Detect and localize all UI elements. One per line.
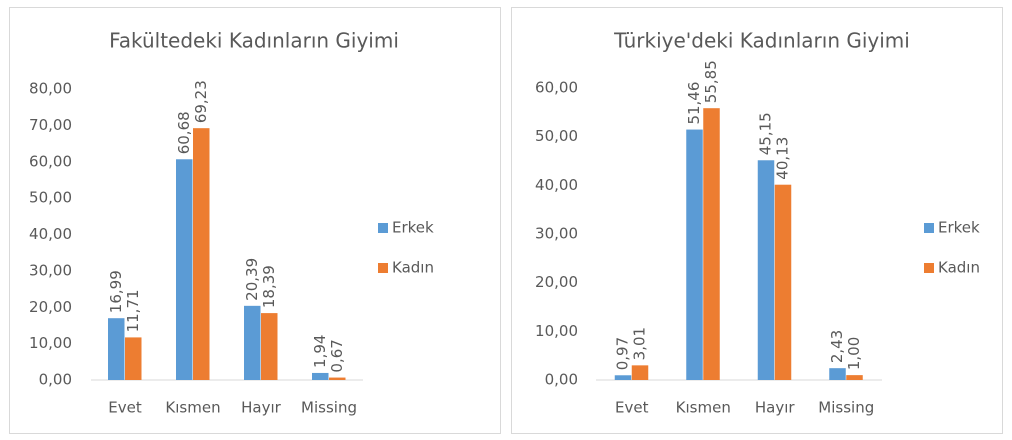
bar: [703, 108, 720, 381]
y-tick-label: 40,00: [535, 176, 578, 194]
legend-label: Kadın: [392, 259, 434, 277]
y-tick-label: 10,00: [535, 322, 578, 340]
legend-swatch: [924, 223, 934, 233]
y-tick-label: 80,00: [29, 80, 72, 98]
data-label: 2,43: [828, 330, 846, 363]
x-tick-label: Kısmen: [165, 399, 220, 417]
y-tick-label: 30,00: [29, 261, 72, 279]
bar: [329, 377, 346, 380]
x-tick-label: Hayır: [755, 399, 796, 417]
bar: [193, 128, 210, 380]
legend-swatch: [924, 263, 934, 273]
data-label: 11,71: [124, 289, 142, 332]
data-label: 60,68: [175, 111, 193, 154]
y-tick-label: 10,00: [29, 334, 72, 352]
x-tick-label: Evet: [615, 399, 649, 417]
data-label: 51,46: [685, 82, 703, 125]
data-label: 55,85: [702, 60, 720, 103]
y-tick-label: 20,00: [29, 298, 72, 316]
bar: [686, 129, 703, 380]
bar: [846, 375, 863, 380]
data-label: 40,13: [774, 137, 792, 180]
y-tick-label: 30,00: [535, 225, 578, 243]
legend-label: Erkek: [392, 219, 434, 237]
y-tick-label: 0,00: [545, 371, 578, 389]
x-tick-label: Kısmen: [676, 399, 731, 417]
y-tick-label: 20,00: [535, 273, 578, 291]
data-label: 1,00: [845, 337, 863, 370]
x-tick-label: Evet: [108, 399, 142, 417]
bar: [757, 160, 775, 380]
data-label: 3,01: [631, 327, 649, 360]
data-label: 16,99: [107, 270, 125, 313]
chart-frame: [511, 7, 1003, 434]
bar: [774, 184, 792, 380]
legend-label: Kadın: [938, 259, 980, 277]
bar: [631, 365, 649, 380]
chart-title: Türkiye'deki Kadınların Giyimi: [613, 29, 910, 53]
y-tick-label: 40,00: [29, 225, 72, 243]
data-label: 20,39: [243, 258, 261, 301]
bar: [244, 305, 261, 380]
data-label: 69,23: [192, 80, 210, 123]
bar: [125, 337, 142, 380]
data-label: 18,39: [260, 265, 278, 308]
legend-label: Erkek: [938, 219, 980, 237]
x-tick-label: Missing: [818, 399, 874, 417]
y-tick-label: 60,00: [535, 79, 578, 97]
data-label: 45,15: [757, 112, 775, 155]
data-label: 0,97: [614, 337, 632, 370]
y-tick-label: 70,00: [29, 116, 72, 134]
data-label: 1,94: [311, 335, 329, 368]
bar: [108, 318, 125, 380]
legend-swatch: [378, 223, 388, 233]
chart-title: Fakültedeki Kadınların Giyimi: [109, 29, 399, 53]
bar: [312, 372, 329, 380]
x-tick-label: Missing: [301, 399, 357, 417]
legend-swatch: [378, 263, 388, 273]
y-tick-label: 60,00: [29, 152, 72, 170]
bar: [261, 313, 278, 380]
y-tick-label: 50,00: [29, 189, 72, 207]
y-tick-label: 50,00: [535, 127, 578, 145]
y-tick-label: 0,00: [39, 371, 72, 389]
x-tick-label: Hayır: [241, 399, 282, 417]
bar: [176, 159, 193, 380]
bar: [614, 375, 632, 380]
data-label: 0,67: [328, 339, 346, 372]
bar: [829, 368, 846, 380]
